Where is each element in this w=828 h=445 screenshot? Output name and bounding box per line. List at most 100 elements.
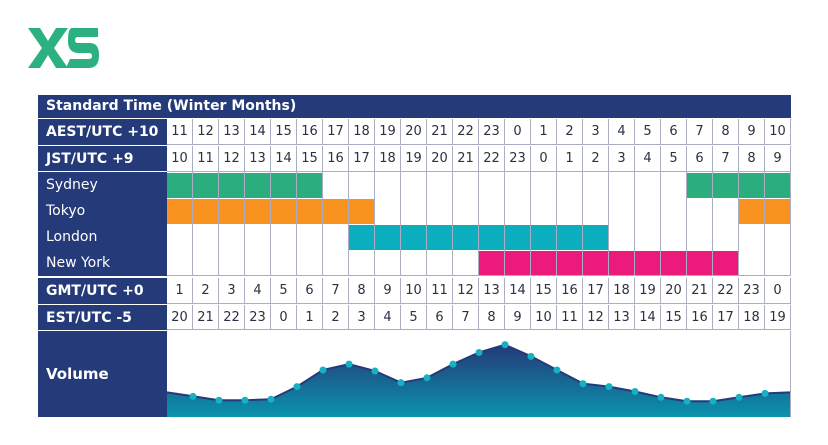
est-hour-cell: 20 xyxy=(167,305,193,330)
volume-point xyxy=(423,374,431,382)
aest-hour-cell: 6 xyxy=(661,119,687,145)
gmt-hour-cell: 13 xyxy=(479,278,505,304)
grid-line xyxy=(530,172,531,276)
aest-hour-cell: 17 xyxy=(323,119,349,145)
gmt-hour-cell: 1 xyxy=(167,278,193,304)
jst-hour-cell: 17 xyxy=(349,146,375,172)
gmt-hour-cell: 17 xyxy=(583,278,609,304)
jst-hour-cell: 6 xyxy=(687,146,713,172)
volume-point xyxy=(371,367,379,375)
grid-line xyxy=(348,172,349,276)
gmt-hour-cell: 21 xyxy=(687,278,713,304)
volume-point xyxy=(735,393,743,401)
gmt-hour-cell: 14 xyxy=(505,278,531,304)
aest-hour-cell: 20 xyxy=(401,119,427,145)
aest-hour-cell: 19 xyxy=(375,119,401,145)
aest-hour-cell: 4 xyxy=(609,119,635,145)
grid-line xyxy=(608,172,609,276)
gmt-hour-cell: 18 xyxy=(609,278,635,304)
grid-line xyxy=(764,172,765,276)
session-bar-tokyo xyxy=(167,199,375,224)
grid-line xyxy=(452,172,453,276)
jst-label: JST/UTC +9 xyxy=(38,146,167,171)
jst-hour-cell: 15 xyxy=(297,146,323,172)
volume-chart xyxy=(166,331,791,417)
volume-point xyxy=(215,396,223,404)
grid-line xyxy=(218,172,219,276)
gmt-hour-cell: 6 xyxy=(297,278,323,304)
grid-line xyxy=(478,172,479,276)
volume-point xyxy=(709,397,717,405)
aest-hour-cell: 13 xyxy=(219,119,245,145)
volume-point xyxy=(761,389,769,397)
jst-hour-cell: 8 xyxy=(739,146,765,172)
aest-hour-cell: 8 xyxy=(713,119,739,145)
jst-hour-cell: 7 xyxy=(713,146,739,172)
jst-hour-cell: 10 xyxy=(167,146,193,172)
grid-line xyxy=(244,172,245,276)
aest-hour-cell: 16 xyxy=(297,119,323,145)
est-hour-cell: 2 xyxy=(323,305,349,330)
jst-hour-cell: 1 xyxy=(557,146,583,172)
grid-line xyxy=(400,172,401,276)
est-hour-cell: 22 xyxy=(219,305,245,330)
gmt-hour-cell: 5 xyxy=(271,278,297,304)
session-bar-sydney xyxy=(687,173,791,198)
session-label-newyork: New York xyxy=(46,255,111,271)
jst-hour-cell: 14 xyxy=(271,146,297,172)
est-hour-cell: 18 xyxy=(739,305,765,330)
est-hour-cell: 15 xyxy=(661,305,687,330)
session-bar-sydney xyxy=(167,173,323,198)
est-hour-cell: 3 xyxy=(349,305,375,330)
grid-line xyxy=(296,172,297,276)
aest-hour-cell: 12 xyxy=(193,119,219,145)
jst-hour-cell: 11 xyxy=(193,146,219,172)
est-hour-cell: 10 xyxy=(531,305,557,330)
gmt-hours-row: 1 2 3 4 5 6 7 8 9 10 11 12 13 14 15 16 17 18 19 20 21 22 23 0 xyxy=(167,278,791,304)
grid-line xyxy=(270,172,271,276)
gmt-hour-cell: 16 xyxy=(557,278,583,304)
gmt-label: GMT/UTC +0 xyxy=(38,278,167,304)
aest-label: AEST/UTC +10 xyxy=(38,119,167,145)
volume-label: Volume xyxy=(38,331,167,417)
grid-line xyxy=(660,172,661,276)
jst-hours-row: 10 11 12 13 14 15 16 17 18 19 20 21 22 23 0 1 2 3 4 5 6 7 8 9 xyxy=(167,146,791,172)
volume-point xyxy=(449,360,457,368)
jst-hour-cell: 16 xyxy=(323,146,349,172)
est-hour-cell: 13 xyxy=(609,305,635,330)
session-label-tokyo: Tokyo xyxy=(46,203,86,219)
volume-point xyxy=(605,383,613,391)
est-label: EST/UTC -5 xyxy=(38,305,167,330)
gmt-hour-cell: 12 xyxy=(453,278,479,304)
jst-hour-cell: 4 xyxy=(635,146,661,172)
grid-line xyxy=(504,172,505,276)
session-bar-tokyo xyxy=(739,199,791,224)
gmt-hour-cell: 22 xyxy=(713,278,739,304)
est-hour-cell: 7 xyxy=(453,305,479,330)
grid-line xyxy=(322,172,323,276)
gmt-hour-cell: 8 xyxy=(349,278,375,304)
session-label-london: London xyxy=(46,229,98,245)
grid-line xyxy=(556,172,557,276)
est-hour-cell: 14 xyxy=(635,305,661,330)
jst-hour-cell: 20 xyxy=(427,146,453,172)
est-hours-row: 20 21 22 23 0 1 2 3 4 5 6 7 8 9 10 11 12 13 14 15 16 17 18 19 xyxy=(167,305,791,330)
volume-point xyxy=(267,395,275,403)
est-hour-cell: 0 xyxy=(271,305,297,330)
xs-logo xyxy=(28,28,99,68)
sessions-grid xyxy=(167,172,791,276)
est-hour-cell: 8 xyxy=(479,305,505,330)
est-hour-cell: 6 xyxy=(427,305,453,330)
gmt-hour-cell: 15 xyxy=(531,278,557,304)
jst-hour-cell: 22 xyxy=(479,146,505,172)
volume-point xyxy=(319,366,327,374)
jst-hour-cell: 23 xyxy=(505,146,531,172)
volume-point xyxy=(553,366,561,374)
grid-line xyxy=(374,172,375,276)
aest-hour-cell: 10 xyxy=(765,119,791,145)
grid-line xyxy=(790,172,791,276)
est-hour-cell: 19 xyxy=(765,305,791,330)
aest-hour-cell: 9 xyxy=(739,119,765,145)
aest-hour-cell: 0 xyxy=(505,119,531,145)
gmt-hour-cell: 19 xyxy=(635,278,661,304)
